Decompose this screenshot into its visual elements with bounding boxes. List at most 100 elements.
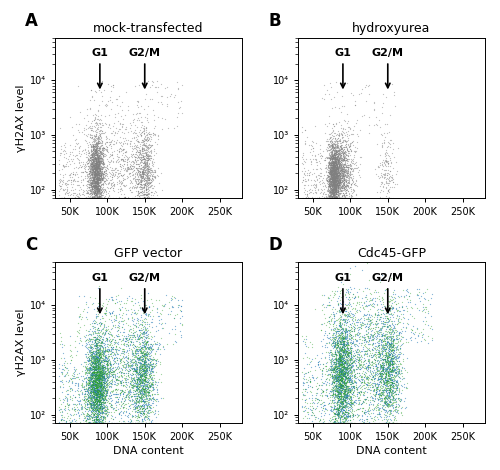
Point	[349, 379, 357, 386]
Point	[332, 387, 340, 394]
Point	[140, 395, 148, 403]
Point	[93, 405, 101, 412]
Point	[92, 121, 100, 128]
Point	[112, 407, 120, 414]
Point	[88, 157, 96, 164]
Point	[140, 138, 148, 145]
Point	[360, 370, 368, 377]
Point	[126, 165, 134, 173]
Point	[144, 189, 152, 197]
Point	[330, 179, 338, 187]
Point	[326, 152, 334, 160]
Point	[336, 379, 344, 386]
Point	[332, 333, 340, 340]
Point	[344, 370, 351, 377]
Point	[126, 357, 134, 365]
Point	[332, 174, 340, 182]
Point	[331, 180, 339, 188]
Point	[84, 419, 92, 427]
Point	[134, 331, 142, 338]
Point	[138, 388, 145, 395]
Point	[91, 195, 99, 202]
Point	[90, 352, 98, 360]
Point	[86, 403, 94, 410]
Point	[352, 177, 360, 185]
Point	[98, 392, 106, 399]
Point	[402, 324, 410, 332]
Point	[382, 375, 390, 383]
Point	[92, 141, 100, 148]
Point	[383, 356, 391, 364]
Point	[105, 373, 113, 380]
Point	[90, 195, 98, 202]
Point	[378, 386, 386, 394]
Point	[88, 176, 96, 183]
Point	[332, 373, 340, 381]
Point	[342, 401, 350, 408]
Point	[84, 419, 92, 427]
Point	[338, 161, 345, 169]
Point	[316, 382, 324, 389]
Point	[331, 195, 339, 202]
Point	[86, 173, 94, 180]
Point	[328, 173, 336, 180]
Point	[383, 343, 391, 350]
Point	[392, 383, 400, 391]
Point	[92, 363, 100, 370]
Point	[154, 338, 162, 345]
Point	[354, 413, 362, 420]
Point	[392, 384, 400, 392]
Point	[92, 172, 100, 180]
Point	[95, 187, 103, 194]
Point	[98, 408, 106, 415]
Point	[132, 379, 140, 386]
Point	[347, 335, 355, 342]
Point	[116, 186, 124, 193]
Point	[325, 168, 333, 176]
Point	[340, 397, 348, 404]
Point	[109, 123, 117, 130]
Point	[353, 390, 361, 398]
Point	[342, 406, 350, 413]
Point	[131, 145, 139, 152]
Point	[66, 419, 74, 427]
Point	[102, 164, 110, 171]
Point	[130, 386, 138, 394]
Point	[144, 389, 152, 396]
Point	[89, 347, 97, 354]
Point	[144, 366, 152, 374]
Point	[142, 337, 150, 345]
Point	[342, 348, 350, 355]
Point	[334, 150, 342, 158]
Point	[329, 390, 337, 398]
Point	[328, 182, 336, 189]
Point	[345, 143, 353, 151]
Point	[96, 182, 104, 190]
Point	[380, 374, 388, 382]
Point	[341, 408, 349, 416]
Point	[88, 366, 96, 373]
Point	[113, 180, 121, 188]
Point	[322, 154, 330, 162]
Point	[100, 382, 108, 389]
Point	[314, 419, 322, 427]
Point	[364, 341, 372, 348]
Point	[346, 386, 354, 394]
Point	[94, 397, 102, 404]
Point	[306, 145, 314, 153]
Point	[326, 159, 334, 167]
Point	[336, 419, 344, 427]
Point	[342, 155, 350, 162]
Point	[140, 185, 147, 192]
Point	[78, 403, 86, 410]
Point	[334, 371, 342, 378]
Point	[96, 175, 104, 183]
Point	[324, 153, 332, 161]
Point	[330, 156, 338, 163]
Point	[126, 367, 134, 374]
Point	[330, 157, 338, 164]
Point	[88, 168, 96, 176]
Point	[336, 330, 344, 338]
Point	[96, 367, 104, 375]
Point	[94, 162, 102, 169]
